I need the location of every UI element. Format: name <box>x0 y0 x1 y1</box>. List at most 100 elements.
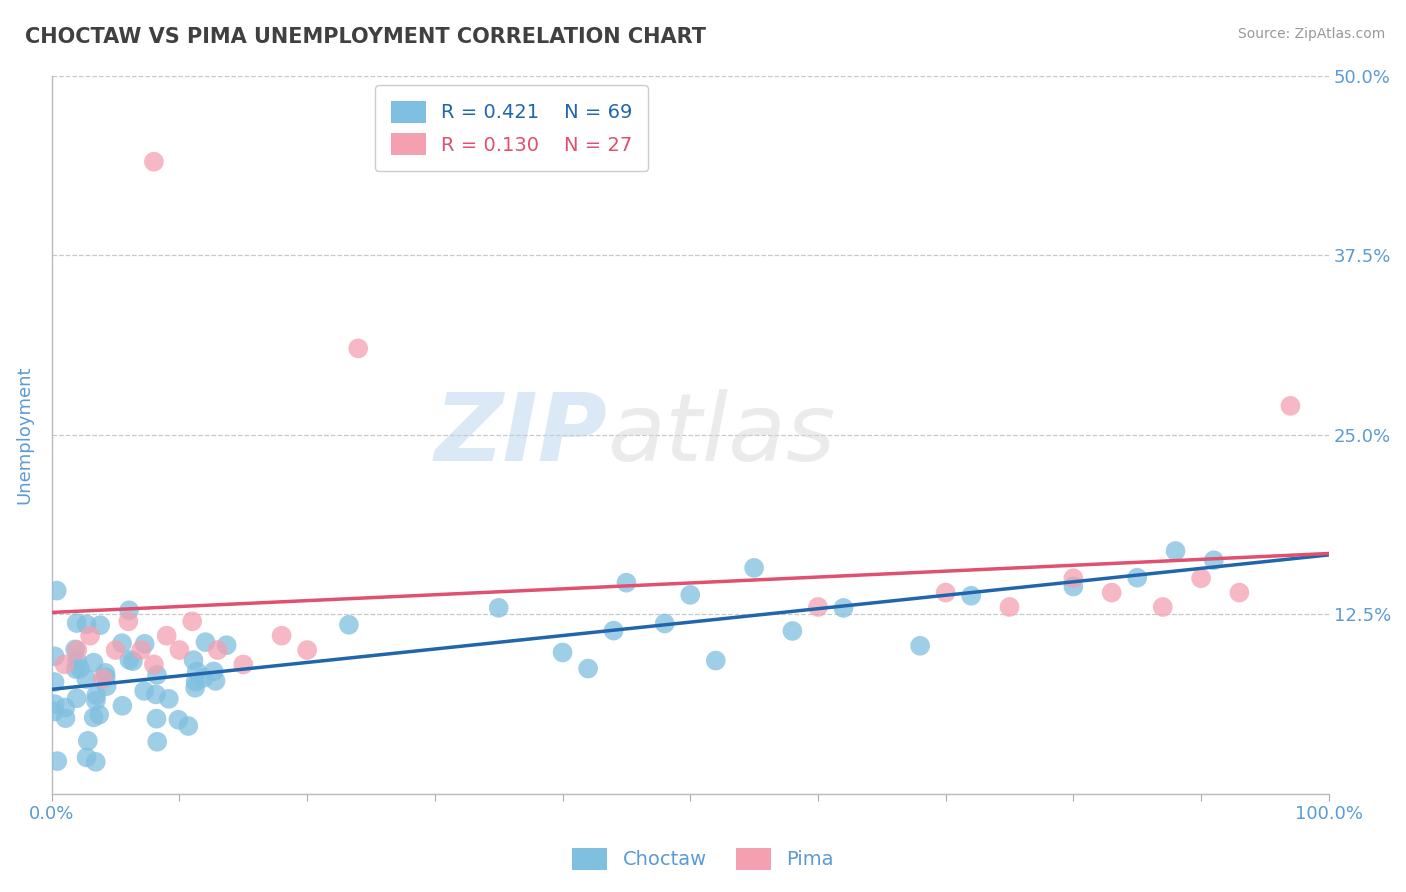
Point <box>295 643 318 657</box>
Point <box>76 750 98 764</box>
Legend: R = 0.421    N = 69, R = 0.130    N = 27: R = 0.421 N = 69, R = 0.130 N = 27 <box>375 86 648 171</box>
Point <box>181 615 204 629</box>
Point <box>118 603 141 617</box>
Point <box>184 681 207 695</box>
Point <box>704 654 727 668</box>
Point <box>84 755 107 769</box>
Point <box>654 616 676 631</box>
Point <box>177 719 200 733</box>
Point <box>69 662 91 676</box>
Point <box>83 710 105 724</box>
Point <box>55 711 77 725</box>
Point <box>551 645 574 659</box>
Point <box>232 657 254 672</box>
Point <box>1189 571 1212 585</box>
Legend: Choctaw, Pima: Choctaw, Pima <box>564 839 842 878</box>
Point <box>807 599 830 614</box>
Point <box>66 643 89 657</box>
Point <box>46 754 69 768</box>
Point <box>111 698 134 713</box>
Point <box>129 643 152 657</box>
Point <box>1101 585 1123 599</box>
Point <box>183 653 205 667</box>
Point <box>145 712 167 726</box>
Point <box>91 672 114 686</box>
Point <box>194 635 217 649</box>
Point <box>1152 599 1174 614</box>
Point <box>742 561 765 575</box>
Point <box>94 665 117 680</box>
Point <box>186 665 208 679</box>
Point <box>79 629 101 643</box>
Text: atlas: atlas <box>607 389 835 480</box>
Point <box>156 629 179 643</box>
Point <box>83 656 105 670</box>
Point <box>488 600 510 615</box>
Point <box>832 601 855 615</box>
Point <box>1227 585 1250 599</box>
Point <box>616 575 638 590</box>
Point <box>935 585 957 599</box>
Point <box>215 638 238 652</box>
Point <box>142 154 165 169</box>
Point <box>1126 571 1149 585</box>
Point <box>337 617 360 632</box>
Point <box>111 636 134 650</box>
Point <box>908 639 931 653</box>
Point <box>66 616 89 631</box>
Text: ZIP: ZIP <box>434 389 607 481</box>
Point <box>1062 579 1084 593</box>
Point <box>193 671 215 685</box>
Point <box>96 679 118 693</box>
Point <box>84 688 107 702</box>
Point <box>42 705 65 719</box>
Point <box>157 691 180 706</box>
Point <box>44 697 66 711</box>
Point <box>89 707 111 722</box>
Point <box>1062 571 1084 585</box>
Point <box>146 668 169 682</box>
Point <box>122 654 145 668</box>
Y-axis label: Unemployment: Unemployment <box>15 366 32 504</box>
Point <box>53 657 76 672</box>
Point <box>84 693 107 707</box>
Point <box>204 673 226 688</box>
Point <box>66 654 89 668</box>
Point <box>89 618 111 632</box>
Point <box>782 624 804 638</box>
Point <box>145 687 167 701</box>
Point <box>184 674 207 689</box>
Point <box>202 665 225 679</box>
Point <box>270 629 292 643</box>
Point <box>65 662 87 676</box>
Point <box>602 624 624 638</box>
Point <box>44 675 66 690</box>
Point <box>960 589 983 603</box>
Text: Source: ZipAtlas.com: Source: ZipAtlas.com <box>1237 27 1385 41</box>
Point <box>679 588 702 602</box>
Point <box>118 653 141 667</box>
Point <box>1164 544 1187 558</box>
Point <box>146 735 169 749</box>
Point <box>94 670 117 684</box>
Point <box>998 599 1021 614</box>
Point <box>66 691 89 706</box>
Text: CHOCTAW VS PIMA UNEMPLOYMENT CORRELATION CHART: CHOCTAW VS PIMA UNEMPLOYMENT CORRELATION… <box>25 27 706 46</box>
Point <box>207 643 229 657</box>
Point <box>117 615 139 629</box>
Point <box>104 643 127 657</box>
Point <box>76 734 98 748</box>
Point <box>347 342 370 356</box>
Point <box>1202 553 1225 567</box>
Point <box>167 713 190 727</box>
Point <box>44 649 66 664</box>
Point <box>76 617 98 632</box>
Point <box>169 643 191 657</box>
Point <box>75 672 97 686</box>
Point <box>134 684 156 698</box>
Point <box>63 642 86 657</box>
Point <box>45 583 67 598</box>
Point <box>134 637 156 651</box>
Point <box>1279 399 1302 413</box>
Point <box>576 662 599 676</box>
